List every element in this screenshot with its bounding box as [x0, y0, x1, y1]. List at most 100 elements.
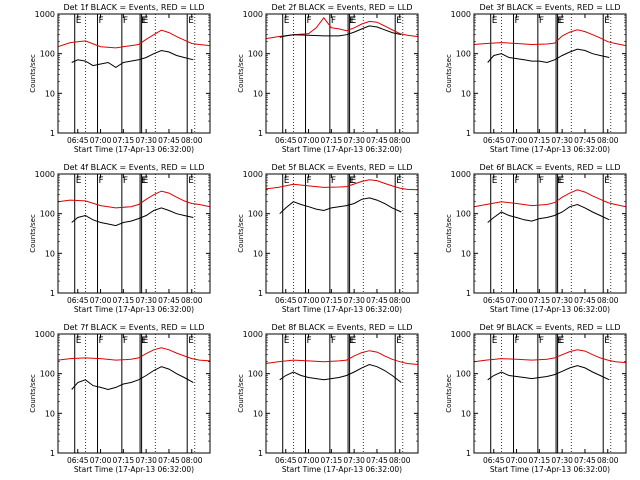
series-lld [473, 189, 627, 208]
y-tick-label: 100 [456, 370, 471, 379]
marker-label: E [557, 336, 563, 346]
chart-title: Det 6f BLACK = Events, RED = LLD [479, 163, 620, 172]
plot-frame [265, 333, 419, 454]
series-events [487, 48, 610, 64]
x-axis-label: Start Time (17-Apr-13 06:32:00) [282, 145, 402, 154]
x-tick-label: 08:00 [597, 136, 619, 145]
x-tick-label: 07:15 [529, 136, 551, 145]
y-tick-label: 1 [258, 289, 263, 298]
series-events [71, 207, 194, 227]
series-events [71, 366, 194, 391]
y-tick-label: 10 [45, 249, 55, 258]
marker-label: F [515, 176, 520, 186]
marker-label: E [141, 176, 147, 186]
marker-label: F [307, 176, 312, 186]
x-tick-label: 08:00 [181, 456, 203, 465]
y-tick-label: 1000 [35, 10, 55, 19]
x-tick-label: 07:15 [113, 456, 135, 465]
series-events [279, 197, 402, 215]
marker-label: E [76, 336, 82, 346]
marker-label: E [188, 336, 194, 346]
marker-label: F [539, 336, 544, 346]
y-tick-label: 10 [45, 409, 55, 418]
y-tick-label: 10 [253, 409, 263, 418]
y-tick-label: 10 [461, 249, 471, 258]
series-events [71, 49, 194, 68]
marker-label: F [331, 16, 336, 26]
y-tick-label: 100 [40, 50, 55, 59]
y-tick-label: 10 [253, 249, 263, 258]
y-tick-label: 100 [40, 370, 55, 379]
x-tick-label: 07:30 [135, 296, 157, 305]
marker-label: F [539, 176, 544, 186]
y-tick-label: 1000 [243, 330, 263, 339]
y-tick-label: 100 [248, 210, 263, 219]
x-tick-label: 07:15 [321, 296, 343, 305]
marker-label: E [143, 176, 149, 186]
marker-label: E [557, 16, 563, 26]
plot-frame [473, 13, 627, 134]
x-tick-label: 07:45 [366, 136, 388, 145]
x-tick-label: 07:15 [529, 456, 551, 465]
plot-frame [57, 173, 211, 294]
marker-label: E [557, 176, 563, 186]
x-tick-label: 08:00 [389, 456, 411, 465]
marker-label: F [539, 16, 544, 26]
marker-label: E [188, 16, 194, 26]
x-axis-label: Start Time (17-Apr-13 06:32:00) [282, 465, 402, 474]
marker-label: E [76, 176, 82, 186]
marker-label: E [141, 336, 147, 346]
x-tick-label: 07:00 [90, 296, 112, 305]
x-tick-label: 06:45 [67, 296, 89, 305]
x-tick-label: 07:45 [366, 456, 388, 465]
y-axis-label: Counts/sec [29, 214, 37, 253]
x-tick-label: 07:45 [366, 296, 388, 305]
y-tick-label: 1 [50, 129, 55, 138]
y-tick-label: 1 [466, 449, 471, 458]
series-events [279, 363, 402, 383]
plot-frame [473, 173, 627, 294]
x-tick-label: 07:00 [298, 136, 320, 145]
x-tick-label: 08:00 [597, 296, 619, 305]
marker-label: E [349, 336, 355, 346]
series-lld [265, 350, 419, 365]
y-tick-label: 100 [456, 50, 471, 59]
chart-title: Det 4f BLACK = Events, RED = LLD [63, 163, 204, 172]
x-tick-label: 06:45 [67, 456, 89, 465]
y-tick-label: 1000 [243, 170, 263, 179]
x-tick-label: 08:00 [181, 296, 203, 305]
y-tick-label: 1 [466, 129, 471, 138]
marker-label: E [349, 16, 355, 26]
x-axis-label: Start Time (17-Apr-13 06:32:00) [490, 145, 610, 154]
y-tick-label: 100 [456, 210, 471, 219]
x-tick-label: 07:30 [135, 136, 157, 145]
marker-label: E [559, 176, 565, 186]
marker-label: F [515, 16, 520, 26]
series-lld [57, 29, 211, 49]
y-tick-label: 1 [50, 449, 55, 458]
x-tick-label: 06:45 [483, 296, 505, 305]
series-lld [265, 16, 419, 40]
chart-title: Det 7f BLACK = Events, RED = LLD [63, 323, 204, 332]
x-axis-label: Start Time (17-Apr-13 06:32:00) [74, 145, 194, 154]
marker-label: E [143, 336, 149, 346]
marker-label: E [559, 336, 565, 346]
marker-label: F [515, 336, 520, 346]
x-tick-label: 07:30 [551, 296, 573, 305]
series-lld [473, 29, 627, 47]
x-tick-label: 07:15 [113, 296, 135, 305]
x-tick-label: 07:45 [158, 296, 180, 305]
x-axis-label: Start Time (17-Apr-13 06:32:00) [282, 305, 402, 314]
plot-frame [265, 13, 419, 134]
y-tick-label: 100 [248, 50, 263, 59]
series-lld [473, 349, 627, 364]
marker-label: E [284, 176, 290, 186]
chart-title: Det 5f BLACK = Events, RED = LLD [271, 163, 412, 172]
plot-frame [473, 333, 627, 454]
plot-frame [57, 333, 211, 454]
y-tick-label: 1 [258, 449, 263, 458]
y-tick-label: 100 [248, 370, 263, 379]
